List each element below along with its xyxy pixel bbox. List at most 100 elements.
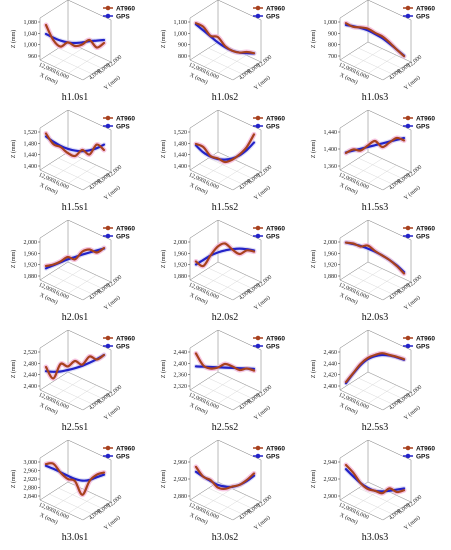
z-tick-label: 1,360 [324,164,338,170]
axis-box-edge [367,330,412,351]
axis-box-edge [67,220,112,241]
floor-gridline [358,267,402,289]
legend-at960-label: AT960 [116,336,135,343]
floor-gridline [68,165,97,184]
floor-gridline [368,385,397,404]
axis-box-edge [339,330,369,349]
chart-panel: 1,520 1,480 1,440 1,400 Z (mm) 12,000 16,000 X … [0,110,150,220]
z-tick-label: 2,920 [324,477,338,483]
z-tick-label: 1,400 [324,147,338,153]
legend-at960-marker [255,225,261,231]
at960-series-line [194,133,256,164]
z-tick-label: 1,480 [174,141,188,147]
axis-box-edge [189,389,234,411]
z-tick-label: 2,460 [324,350,338,356]
gps-series-line [44,32,106,45]
z-tick-label: 2,400 [324,384,338,390]
axis-box-edge [67,0,112,21]
floor-gridline [58,47,102,69]
floor-gridline [232,61,261,80]
legend-gps-marker [405,13,411,19]
z-tick-label: 960 [28,54,37,60]
legend-at960-marker [405,115,411,121]
z-tick-label: 2,400 [24,384,38,390]
floor-gridline [349,493,393,515]
z-axis-label: Z (mm) [160,470,167,489]
legend-gps-marker [405,233,411,239]
at960-series-line [44,353,106,380]
at960-series-line [344,463,406,495]
panel-caption: h1.5s2 [211,202,239,213]
axis-box-edge [339,279,384,301]
axis-box-edge [339,0,369,19]
legend-at960-marker [255,115,261,121]
axis-box-edge [217,261,262,283]
z-tick-label: 1,520 [24,130,38,136]
floor-gridline [49,273,93,295]
legend-gps-label: GPS [266,14,280,21]
at960-series-line [194,22,256,55]
chart-panel: 2,460 2,440 2,420 2,400 Z (mm) 12,000 16,000 X … [300,330,450,440]
z-tick-label: 2,520 [24,350,38,356]
gps-series-line [194,247,256,266]
z-axis-label: Z (mm) [10,250,17,269]
legend-gps-marker [255,453,261,459]
gps-halo [193,469,257,490]
legend-at960-marker [105,445,111,451]
axis-box-edge [339,261,369,281]
z-axis-label: Z (mm) [310,470,317,489]
floor-gridline [367,371,411,393]
axis-box-edge [382,501,412,521]
floor-gridline [349,163,393,185]
legend-gps-label: GPS [416,124,430,131]
floor-gridline [199,163,243,185]
z-axis-label: Z (mm) [160,140,167,159]
axis-box-edge [82,391,112,411]
y-axis-label: Y (mm) [103,514,122,532]
legend-gps-label: GPS [116,14,130,21]
z-tick-label: 2,420 [324,373,338,379]
panel-caption: h3.0s1 [61,532,89,543]
legend-gps-label: GPS [116,234,130,241]
legend-gps-marker [105,13,111,19]
y-axis-label: Y (mm) [103,404,122,422]
z-tick-label: 1,920 [174,263,188,269]
chart-panel: 2,440 2,400 2,360 2,320 Z (mm) 12,000 16,000 X … [150,330,300,440]
floor-gridline [354,268,383,287]
axis-box-edge [232,501,262,521]
legend-at960-marker [255,335,261,341]
chart-panel: 2,000 1,960 1,920 1,880 Z (mm) 12,000 16,000 X … [0,220,150,330]
floor-gridline [218,495,247,514]
at960-series-line [344,352,406,384]
z-tick-label: 2,400 [174,361,188,367]
chart-panel: 1,440 1,400 1,360 Z (mm) 12,000 16,000 X (mm) 1… [300,110,450,220]
legend-at960-marker [405,5,411,11]
z-tick-label: 1,960 [324,251,338,257]
floor-gridline [204,268,233,287]
legend-gps-marker [255,13,261,19]
axis-box-edge [189,279,234,301]
floor-gridline [349,273,393,295]
z-tick-label: 2,480 [24,361,38,367]
axis-box-edge [217,0,262,21]
floor-gridline [382,391,411,410]
floor-gridline [208,377,252,399]
legend-gps-label: GPS [416,234,430,241]
panel-caption: h3.0s3 [361,532,389,543]
floor-gridline [54,158,83,177]
axis-box-edge [189,261,219,281]
floor-gridline [354,158,383,177]
axis-box-edge [339,151,369,171]
z-tick-label: 1,080 [24,20,38,26]
z-axis-label: Z (mm) [310,30,317,49]
z-tick-label: 2,960 [174,460,188,466]
axis-box-edge [382,281,412,301]
floor-gridline [232,391,261,410]
axis-box-edge [232,171,262,191]
